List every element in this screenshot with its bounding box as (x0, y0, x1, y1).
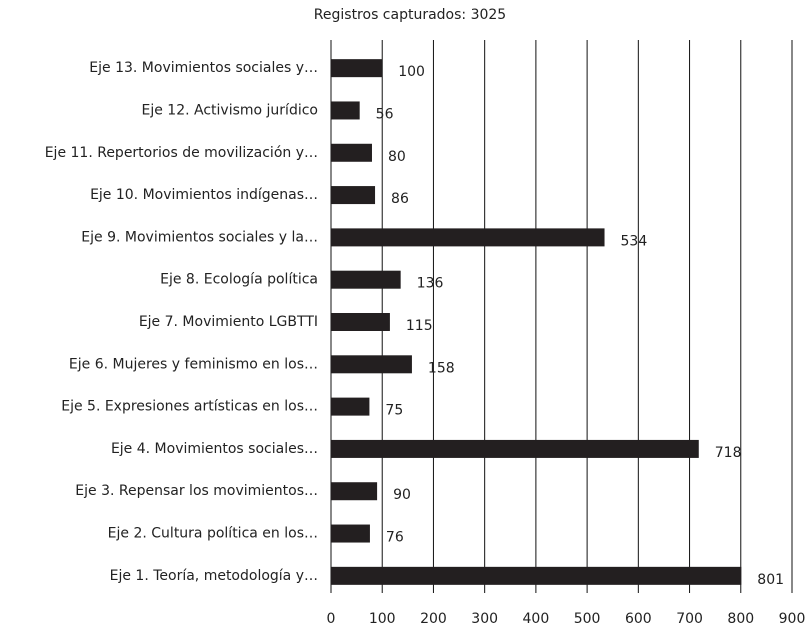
y-tick-label: Eje 3. Repensar los movimientos… (75, 483, 318, 499)
data-label: 75 (385, 403, 403, 419)
bar (331, 143, 372, 162)
x-tick-label: 600 (625, 611, 652, 627)
data-label: 534 (621, 233, 648, 249)
bar (331, 313, 390, 331)
bar (331, 101, 360, 120)
x-tick-label: 700 (676, 611, 703, 627)
bar (331, 186, 376, 205)
data-label: 90 (393, 487, 411, 503)
y-tick-label: Eje 13. Movimientos sociales y… (89, 60, 318, 76)
x-tick-label: 900 (779, 611, 806, 627)
data-label: 115 (406, 318, 433, 334)
y-tick-label: Eje 7. Movimiento LGBTTI (139, 314, 318, 330)
data-label: 86 (391, 191, 409, 207)
y-tick-label: Eje 8. Ecología política (160, 272, 318, 288)
y-tick-label: Eje 5. Expresiones artísticas en los… (61, 399, 318, 415)
bar (331, 228, 605, 247)
bar (331, 482, 378, 501)
data-label: 100 (398, 64, 425, 80)
bar (331, 524, 370, 543)
x-tick-label: 500 (574, 611, 601, 627)
y-tick-label: Eje 10. Movimientos indígenas… (90, 187, 318, 203)
y-tick-label: Eje 12. Activismo jurídico (142, 102, 319, 118)
x-tick-label: 300 (471, 611, 498, 627)
data-label: 56 (376, 106, 394, 122)
data-label: 158 (428, 360, 455, 376)
data-label: 76 (386, 530, 404, 546)
y-tick-label: Eje 1. Teoría, metodología y… (110, 568, 318, 584)
bar (331, 566, 742, 585)
y-tick-label: Eje 9. Movimientos sociales y la… (81, 229, 318, 245)
data-label: 136 (417, 276, 444, 292)
chart-title: Registros capturados: 3025 (314, 7, 506, 23)
x-tick-label: 0 (327, 611, 336, 627)
data-label: 80 (388, 149, 406, 165)
bar (331, 59, 383, 78)
x-tick-label: 200 (420, 611, 447, 627)
bar (331, 355, 412, 374)
y-tick-label: Eje 4. Movimientos sociales… (111, 441, 318, 457)
x-tick-label: 100 (369, 611, 396, 627)
bar (331, 270, 401, 289)
x-tick-label: 400 (523, 611, 550, 627)
data-label: 801 (757, 572, 784, 588)
x-tick-label: 800 (727, 611, 754, 627)
bar (331, 439, 699, 458)
y-tick-label: Eje 11. Repertorios de movilización y… (45, 145, 318, 161)
data-label: 718 (715, 445, 742, 461)
y-tick-label: Eje 2. Cultura política en los… (108, 526, 318, 542)
y-tick-label: Eje 6. Mujeres y feminismo en los… (69, 356, 318, 372)
bar (331, 397, 370, 416)
